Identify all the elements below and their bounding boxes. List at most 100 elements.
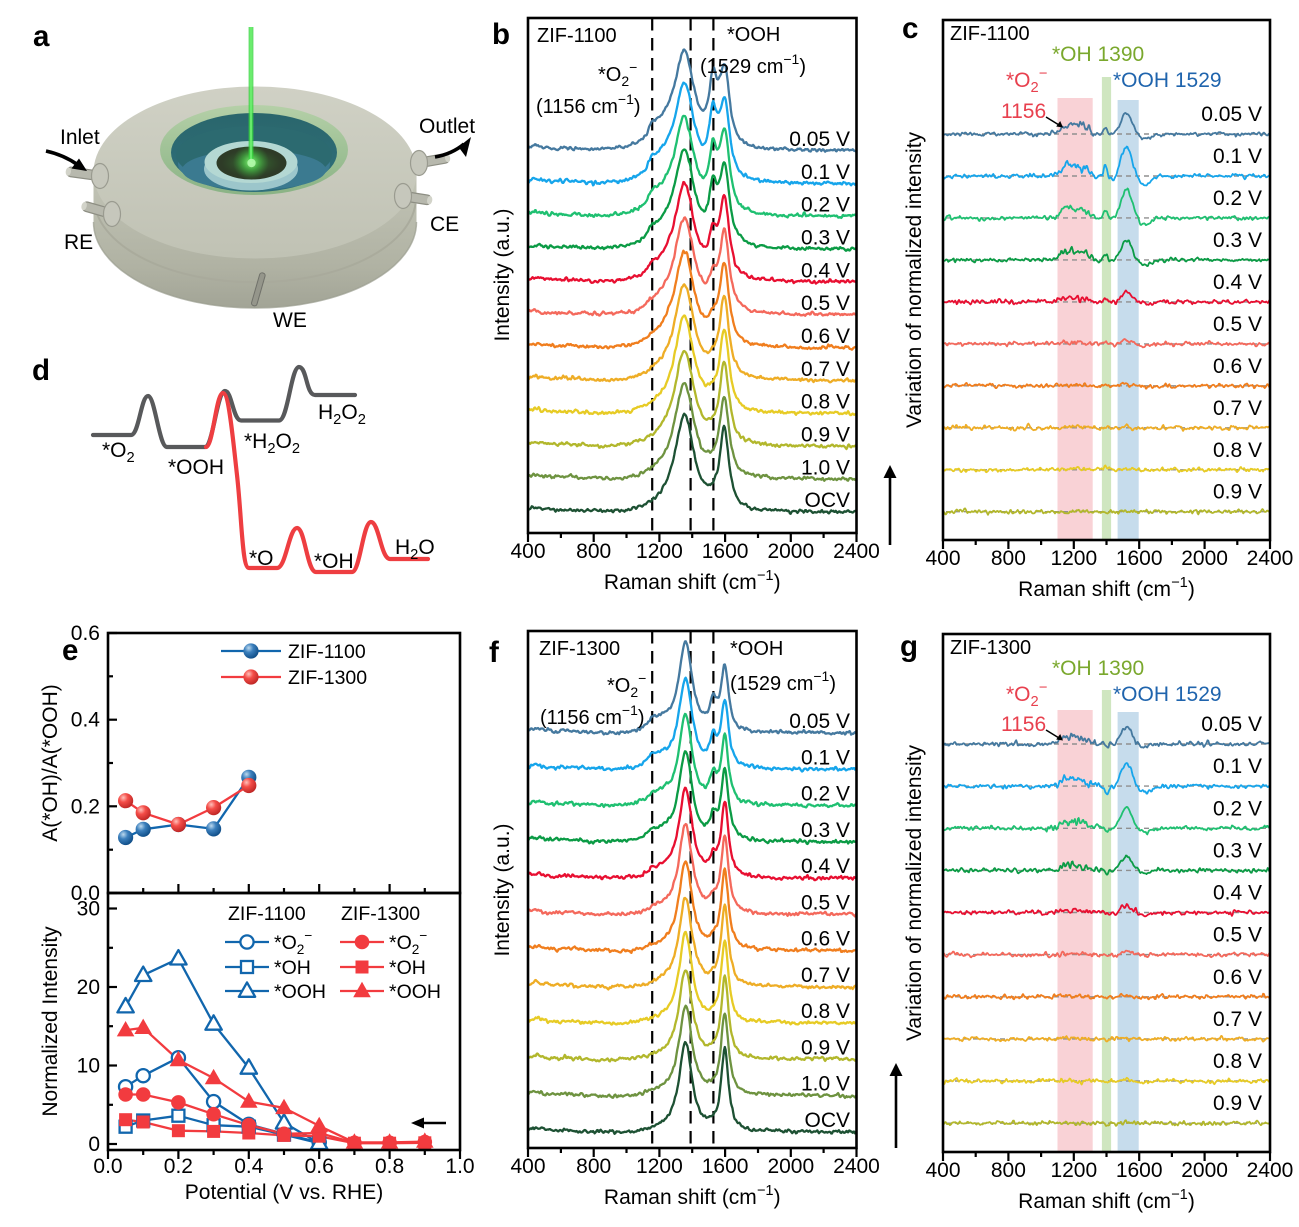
svg-text:WE: WE	[273, 309, 307, 332]
svg-text:Intensity (a.u.): Intensity (a.u.)	[491, 823, 514, 956]
svg-text:0.1 V: 0.1 V	[1213, 145, 1262, 168]
svg-text:0.7 V: 0.7 V	[801, 358, 850, 381]
svg-text:0.4 V: 0.4 V	[1213, 882, 1262, 905]
svg-text:400: 400	[925, 547, 960, 570]
svg-text:0.2 V: 0.2 V	[1213, 187, 1262, 210]
svg-text:1200: 1200	[636, 1155, 683, 1178]
svg-text:0.0: 0.0	[93, 1155, 122, 1178]
svg-text:d: d	[32, 354, 50, 387]
svg-text:0.7 V: 0.7 V	[1213, 397, 1262, 420]
svg-text:RE: RE	[64, 231, 93, 254]
svg-text:0.7 V: 0.7 V	[1213, 1008, 1262, 1031]
svg-text:0.6: 0.6	[305, 1155, 334, 1178]
svg-text:CE: CE	[430, 213, 459, 236]
svg-text:0.1 V: 0.1 V	[801, 746, 850, 769]
svg-text:*OH 1390: *OH 1390	[1052, 43, 1144, 66]
svg-text:Raman shift (cm−1): Raman shift (cm−1)	[604, 1183, 781, 1209]
svg-text:400: 400	[510, 540, 545, 563]
svg-text:0.5 V: 0.5 V	[1213, 313, 1262, 336]
svg-text:2400: 2400	[833, 540, 880, 563]
svg-text:f: f	[489, 636, 499, 669]
svg-text:(1529 cm−1): (1529 cm−1)	[730, 668, 836, 695]
svg-text:*OOH: *OOH	[727, 24, 780, 46]
svg-text:0.2 V: 0.2 V	[801, 783, 850, 806]
svg-text:800: 800	[991, 1159, 1026, 1182]
svg-text:Normalized Intensity: Normalized Intensity	[39, 926, 62, 1117]
svg-text:0.4 V: 0.4 V	[801, 855, 850, 878]
svg-text:g: g	[900, 630, 918, 663]
svg-text:ZIF-1300: ZIF-1300	[539, 638, 620, 660]
svg-text:*OOH: *OOH	[730, 638, 783, 660]
svg-text:1600: 1600	[702, 1155, 749, 1178]
svg-text:0.3 V: 0.3 V	[1213, 839, 1262, 862]
svg-text:0.05 V: 0.05 V	[1201, 713, 1262, 736]
svg-text:800: 800	[991, 547, 1026, 570]
svg-text:0.4 V: 0.4 V	[801, 259, 850, 282]
svg-text:0.8: 0.8	[375, 1155, 404, 1178]
svg-text:0.5 V: 0.5 V	[801, 891, 850, 914]
svg-text:0.8 V: 0.8 V	[801, 1000, 850, 1023]
svg-text:800: 800	[576, 1155, 611, 1178]
svg-text:0: 0	[88, 1133, 100, 1156]
svg-text:0.05 V: 0.05 V	[789, 128, 850, 151]
svg-text:0.5 V: 0.5 V	[1213, 924, 1262, 947]
svg-text:1600: 1600	[702, 540, 749, 563]
svg-text:0.0: 0.0	[71, 882, 100, 905]
svg-text:ZIF-1100: ZIF-1100	[537, 25, 617, 47]
svg-text:Variation of normalized inten: Variation of normalized intensity	[903, 744, 926, 1041]
svg-text:OCV: OCV	[804, 1109, 850, 1132]
svg-text:0.05 V: 0.05 V	[1201, 103, 1262, 126]
svg-text:1156: 1156	[1001, 100, 1046, 123]
svg-text:2000: 2000	[767, 1155, 814, 1178]
svg-text:0.9 V: 0.9 V	[801, 1036, 850, 1059]
svg-text:*OOH 1529: *OOH 1529	[1113, 683, 1222, 706]
svg-text:H2O: H2O	[395, 536, 435, 563]
svg-text:Outlet: Outlet	[419, 115, 475, 138]
svg-text:*OOH: *OOH	[274, 981, 326, 1003]
svg-text:Raman shift (cm−1): Raman shift (cm−1)	[604, 568, 781, 594]
svg-text:a: a	[33, 20, 50, 53]
svg-text:Inlet: Inlet	[60, 126, 100, 149]
svg-text:ZIF-1100: ZIF-1100	[950, 23, 1030, 45]
svg-text:1600: 1600	[1116, 547, 1163, 570]
svg-text:0.1 V: 0.1 V	[1213, 755, 1262, 778]
svg-text:*OOH: *OOH	[389, 981, 441, 1003]
svg-text:0.4: 0.4	[71, 709, 101, 732]
svg-text:400: 400	[925, 1159, 960, 1182]
svg-text:0.6: 0.6	[71, 622, 100, 645]
svg-text:ZIF-1100: ZIF-1100	[228, 903, 306, 925]
svg-text:0.3 V: 0.3 V	[1213, 229, 1262, 252]
svg-text:(1529 cm−1): (1529 cm−1)	[700, 51, 806, 78]
svg-text:*O2−: *O2−	[1006, 680, 1047, 710]
svg-text:H2O2: H2O2	[318, 401, 366, 428]
svg-text:2000: 2000	[1181, 547, 1228, 570]
svg-text:0.2 V: 0.2 V	[1213, 797, 1262, 820]
svg-text:Potential (V vs. RHE): Potential (V vs. RHE)	[185, 1181, 383, 1204]
svg-text:0.8 V: 0.8 V	[801, 391, 850, 414]
svg-text:c: c	[902, 12, 918, 45]
svg-text:1200: 1200	[1050, 1159, 1097, 1182]
svg-text:1.0: 1.0	[445, 1155, 474, 1178]
svg-text:0.3 V: 0.3 V	[801, 227, 850, 250]
svg-text:e: e	[62, 634, 78, 667]
svg-text:ZIF-1300: ZIF-1300	[341, 903, 420, 925]
svg-text:0.5 V: 0.5 V	[801, 292, 850, 315]
svg-text:0.7 V: 0.7 V	[801, 964, 850, 987]
svg-text:400: 400	[510, 1155, 545, 1178]
svg-text:ZIF-1300: ZIF-1300	[288, 667, 367, 689]
svg-text:*OH: *OH	[274, 957, 311, 979]
svg-text:30: 30	[77, 898, 100, 921]
svg-text:2400: 2400	[833, 1155, 880, 1178]
svg-text:0.9 V: 0.9 V	[801, 424, 850, 447]
svg-text:2400: 2400	[1247, 1159, 1294, 1182]
svg-text:OCV: OCV	[804, 489, 850, 512]
svg-text:1156: 1156	[1001, 713, 1046, 736]
svg-text:b: b	[492, 18, 510, 51]
svg-text:0.2: 0.2	[164, 1155, 193, 1178]
svg-text:0.2 V: 0.2 V	[801, 194, 850, 217]
svg-text:*OH 1390: *OH 1390	[1052, 657, 1144, 680]
svg-text:*OH: *OH	[314, 550, 354, 573]
svg-text:0.8 V: 0.8 V	[1213, 1050, 1262, 1073]
svg-text:1.0 V: 1.0 V	[801, 456, 850, 479]
svg-text:20: 20	[77, 976, 100, 999]
